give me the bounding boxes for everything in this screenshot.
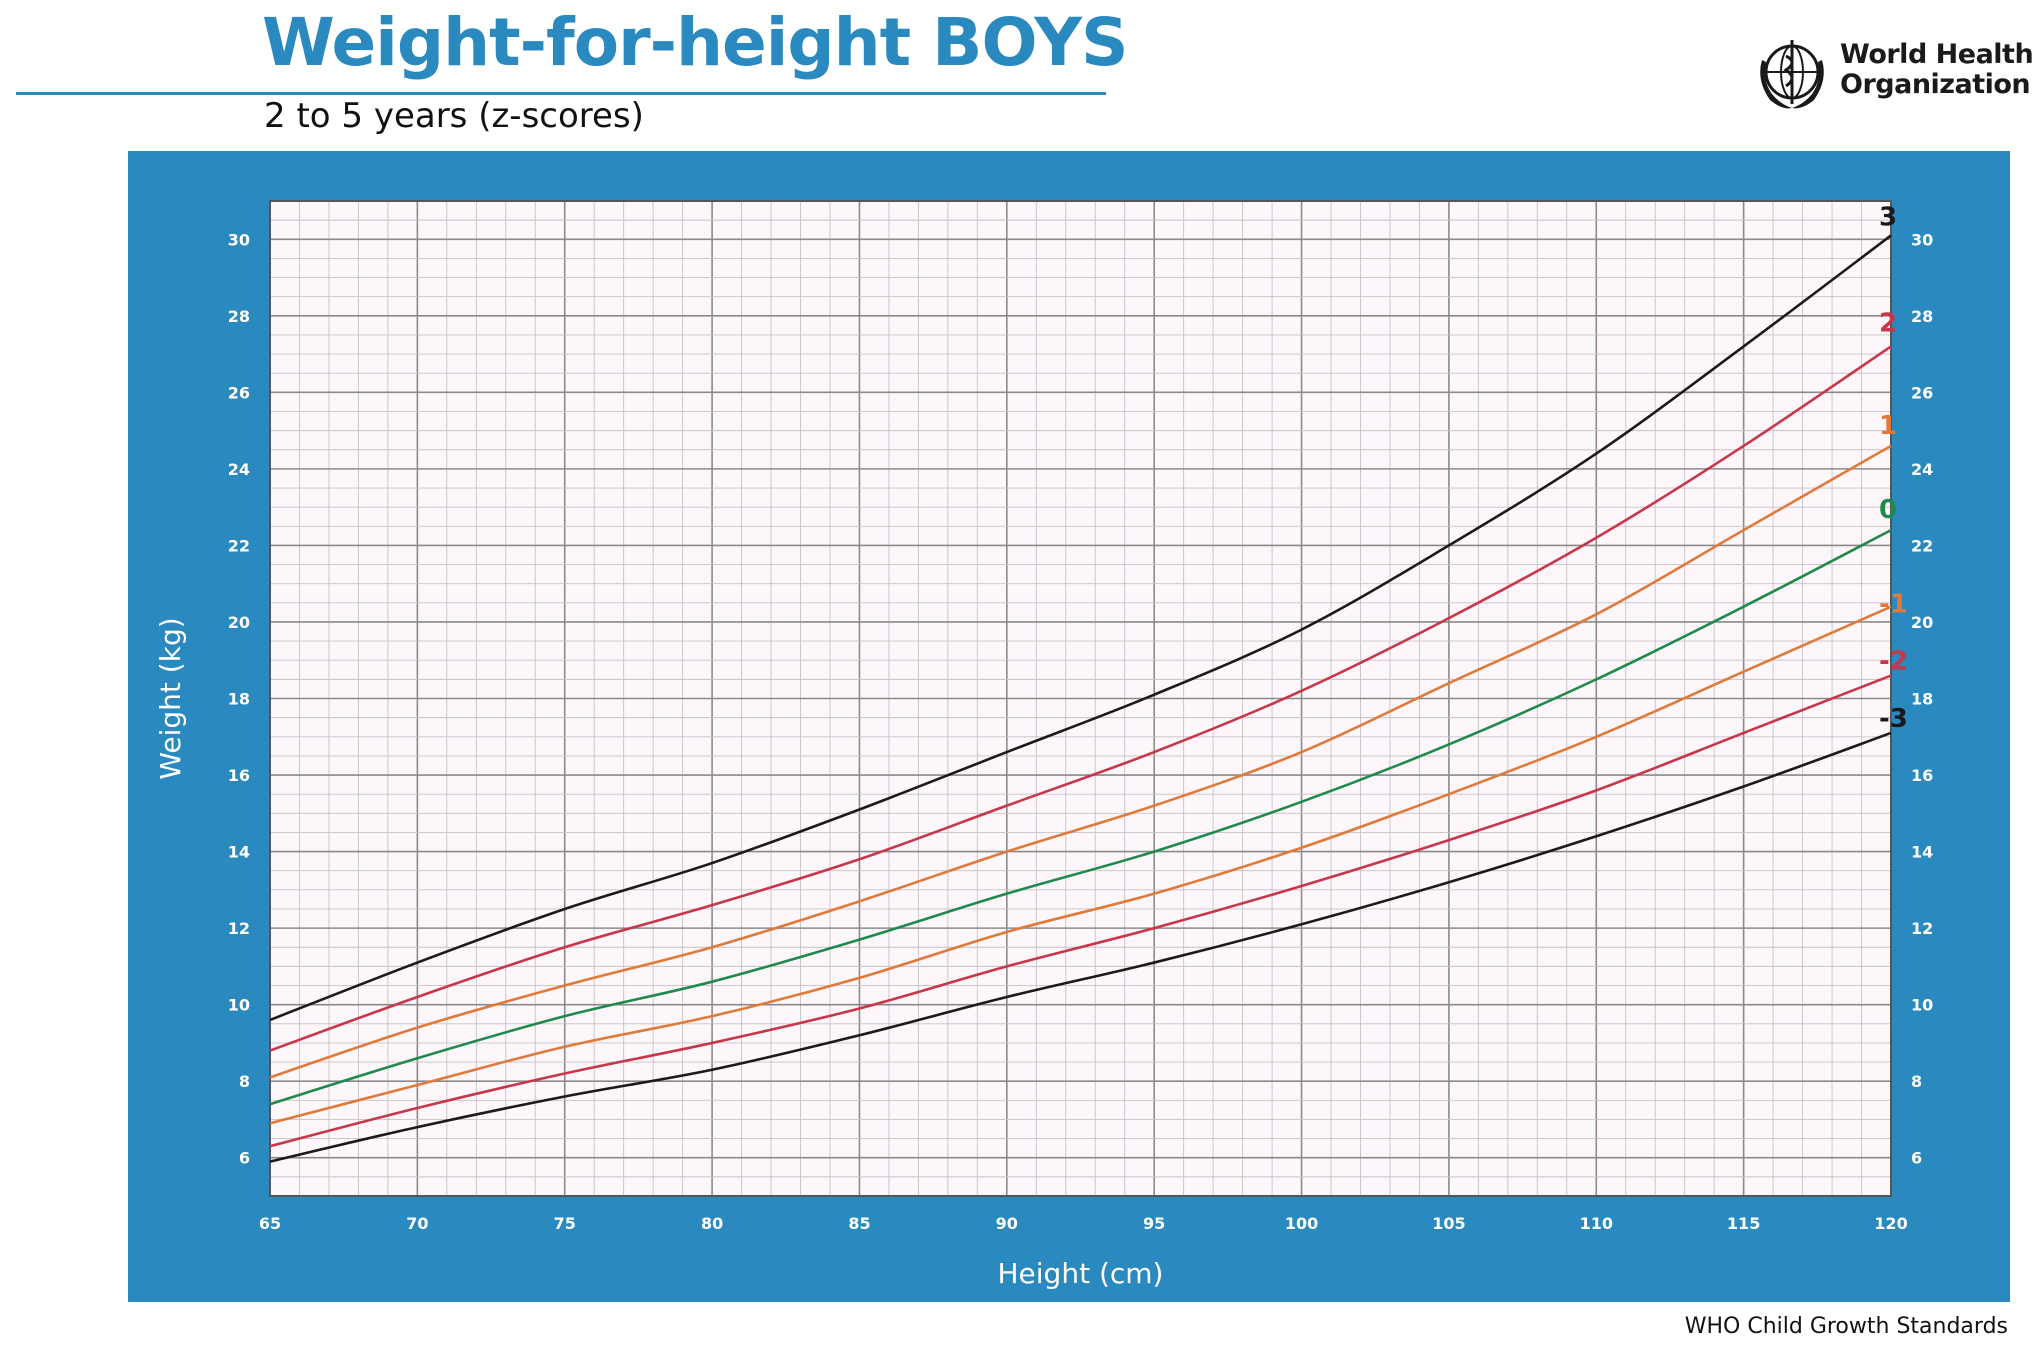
x-tick-label: 110 — [1580, 1214, 1613, 1233]
who-logo-line2: Organization — [1840, 69, 2031, 100]
x-tick-label: 75 — [554, 1214, 576, 1233]
page-subtitle: 2 to 5 years (z-scores) — [264, 96, 644, 136]
who-logo: World Health Organization — [1750, 30, 2036, 120]
y-tick-label-right: 30 — [1911, 230, 1933, 249]
y-tick-label-right: 18 — [1911, 690, 1933, 709]
y-tick-label-right: 22 — [1911, 536, 1933, 555]
z-score-label-1: 1 — [1879, 411, 1897, 441]
x-tick-label: 115 — [1727, 1214, 1760, 1233]
y-tick-label-left: 30 — [228, 230, 250, 249]
y-tick-label-left: 26 — [228, 383, 250, 402]
title-divider — [16, 92, 1106, 95]
y-tick-label-left: 10 — [228, 996, 250, 1015]
chart-frame: 65 70 75 80 85 90 95 100 105 110 115 120 6 6 8 8 10 10 12 1… — [128, 151, 2010, 1302]
z-score-line-minus1 — [269, 605, 1892, 1125]
y-tick-label-right: 8 — [1911, 1072, 1922, 1091]
z-score-label-3: 3 — [1879, 202, 1897, 232]
plot-border — [269, 200, 1892, 1197]
x-axis-label: Height (cm) — [998, 1257, 1164, 1290]
y-tick-label-left: 22 — [228, 536, 250, 555]
y-tick-label-left: 28 — [228, 307, 250, 326]
x-tick-label: 105 — [1432, 1214, 1465, 1233]
footer-source: WHO Child Growth Standards — [1684, 1314, 2008, 1339]
y-tick-label-right: 20 — [1911, 613, 1933, 632]
z-score-line-2 — [269, 345, 1892, 1052]
y-tick-label-right: 14 — [1911, 843, 1933, 862]
y-tick-label-left: 18 — [228, 690, 250, 709]
y-tick-label-left: 8 — [239, 1072, 250, 1091]
x-tick-label: 100 — [1285, 1214, 1318, 1233]
z-score-label-2: 2 — [1879, 308, 1897, 338]
z-score-label-0: 0 — [1879, 495, 1897, 525]
y-tick-label-right: 16 — [1911, 766, 1933, 785]
z-score-label-minus3: -3 — [1879, 704, 1908, 734]
y-tick-label-right: 12 — [1911, 919, 1933, 938]
who-logo-line1: World Health — [1840, 39, 2034, 70]
y-tick-label-left: 20 — [228, 613, 250, 632]
z-score-label-minus2: -2 — [1879, 647, 1908, 677]
x-tick-label: 65 — [259, 1214, 281, 1233]
page-title: Weight-for-height BOYS — [262, 4, 1129, 81]
z-score-line-1 — [269, 444, 1892, 1079]
y-tick-label-left: 14 — [228, 843, 250, 862]
y-tick-label-right: 28 — [1911, 307, 1933, 326]
z-score-label-minus1: -1 — [1879, 590, 1908, 620]
y-tick-label-left: 24 — [228, 460, 250, 479]
y-axis-label: Weight (kg) — [154, 617, 187, 779]
y-tick-label-left: 12 — [228, 919, 250, 938]
x-tick-label: 90 — [996, 1214, 1018, 1233]
x-tick-label: 80 — [701, 1214, 723, 1233]
y-tick-label-left: 6 — [239, 1149, 250, 1168]
x-tick-label: 95 — [1143, 1214, 1165, 1233]
z-score-line-0 — [269, 528, 1892, 1106]
x-tick-label: 85 — [848, 1214, 870, 1233]
y-tick-label-left: 16 — [228, 766, 250, 785]
z-score-line-minus3 — [269, 731, 1892, 1163]
z-score-line-3 — [269, 234, 1892, 1022]
x-tick-label: 120 — [1874, 1214, 1907, 1233]
who-emblem-icon — [1760, 40, 1824, 109]
y-tick-label-right: 10 — [1911, 996, 1933, 1015]
y-tick-label-right: 6 — [1911, 1149, 1922, 1168]
x-tick-label: 70 — [406, 1214, 428, 1233]
y-tick-label-right: 24 — [1911, 460, 1933, 479]
who-logo-text: World Health Organization — [1840, 39, 2034, 100]
z-score-line-minus2 — [269, 674, 1892, 1148]
y-tick-label-right: 26 — [1911, 383, 1933, 402]
